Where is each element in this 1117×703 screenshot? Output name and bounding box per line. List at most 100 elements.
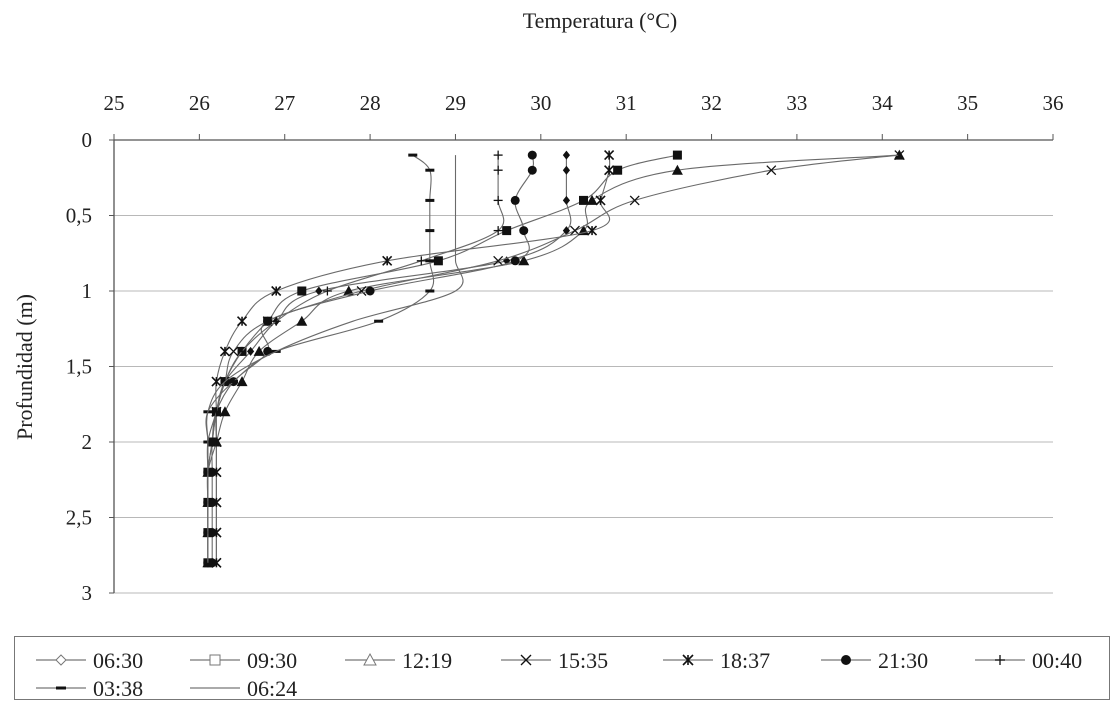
triangle-marker — [578, 225, 589, 236]
star-marker — [604, 150, 615, 161]
plus-marker — [322, 286, 332, 296]
triangle-marker — [296, 315, 308, 326]
triangle-marker — [236, 376, 248, 387]
triangle-marker — [671, 164, 683, 175]
dash-marker — [374, 319, 384, 323]
circle-marker — [841, 655, 851, 665]
dash-marker — [56, 686, 66, 690]
series-line — [205, 154, 435, 563]
x-marker-stroke — [766, 165, 777, 176]
x-marker-stroke — [894, 150, 905, 161]
x-tick-label: 34 — [872, 91, 894, 115]
x-marker — [493, 255, 504, 266]
square-marker — [579, 195, 588, 205]
legend-entry: 18:37 — [663, 648, 770, 673]
circle-marker — [263, 316, 273, 326]
dash-marker — [229, 380, 239, 384]
legend: 06:30 09:30 12:19 15:35 18:37 21:30 00:40 03:38… — [36, 648, 1082, 701]
x-tick-label: 35 — [957, 91, 978, 115]
diamond-marker — [562, 195, 571, 205]
legend-label: 15:35 — [558, 648, 608, 673]
y-tick-label: 3 — [82, 581, 93, 605]
series-line — [206, 154, 900, 563]
series-1219 — [202, 149, 905, 568]
legend-entry: 15:35 — [501, 648, 608, 673]
series-line — [215, 154, 900, 563]
plus-marker — [493, 165, 503, 175]
square-marker — [297, 286, 307, 296]
circle-marker — [527, 165, 537, 175]
triangle-marker — [253, 345, 265, 356]
plus-marker — [211, 407, 221, 417]
y-tick-label: 0,5 — [66, 204, 92, 228]
series-2130 — [207, 150, 537, 568]
x-marker-stroke — [570, 225, 580, 236]
square-marker — [613, 165, 623, 175]
legend-label: 21:30 — [878, 648, 928, 673]
x-tick-label: 36 — [1043, 91, 1064, 115]
plus-marker — [493, 226, 503, 236]
legend-entry: 00:40 — [975, 648, 1082, 673]
diamond-marker — [246, 346, 255, 356]
x-marker-stroke — [629, 195, 640, 206]
plus-marker — [416, 256, 426, 266]
x-tick-label: 33 — [786, 91, 807, 115]
plus-marker — [271, 316, 281, 326]
legend-label: 06:24 — [247, 676, 297, 701]
star-marker — [236, 316, 248, 327]
x-tick-label: 28 — [360, 91, 381, 115]
legend-entry: 06:24 — [190, 676, 297, 701]
x-marker-stroke — [520, 654, 532, 666]
triangle-marker — [343, 285, 355, 296]
diamond-marker — [562, 150, 571, 160]
series-0930 — [203, 150, 682, 568]
y-axis-title: Profundidad (m) — [12, 294, 37, 440]
series-1535 — [211, 150, 905, 568]
legend-frame — [14, 636, 1110, 700]
x-marker — [894, 150, 905, 161]
x-marker — [228, 346, 239, 357]
triangle-marker — [518, 255, 530, 266]
x-tick-label: 25 — [104, 91, 125, 115]
series-group — [202, 149, 905, 568]
plus-marker — [995, 655, 1005, 665]
star-marker — [219, 346, 231, 357]
plus-marker — [237, 346, 247, 356]
legend-diamond-icon — [55, 654, 67, 666]
legend-entry: 21:30 — [821, 648, 928, 673]
diamond-marker — [562, 165, 571, 175]
legend-entry: 03:38 — [36, 676, 143, 701]
circle-marker — [510, 195, 520, 205]
dash-marker — [425, 259, 435, 263]
y-tick-label: 1 — [82, 279, 93, 303]
series-line — [207, 155, 572, 563]
star-marker — [682, 654, 694, 666]
circle-marker — [519, 226, 529, 236]
dash-marker — [425, 289, 435, 293]
x-tick-label: 30 — [530, 91, 551, 115]
x-tick-label: 29 — [445, 91, 466, 115]
series-line — [206, 155, 505, 563]
star-marker — [211, 376, 222, 387]
triangle-marker — [219, 406, 231, 417]
dash-marker — [425, 198, 435, 202]
series-0624 — [206, 155, 464, 563]
series-line — [207, 154, 678, 563]
legend-square-icon — [209, 654, 221, 666]
axes: 0 0,5 1 1,5 2 2,5 3 25 26 27 28 29 30 31 32 33 34 35 36 — [66, 91, 1064, 605]
legend-label: 18:37 — [720, 648, 770, 673]
legend-label: 09:30 — [247, 648, 297, 673]
dash-marker — [425, 168, 435, 172]
square-marker — [433, 256, 443, 266]
x-tick-label: 31 — [616, 91, 637, 115]
series-line — [206, 155, 464, 563]
plus-marker — [493, 195, 503, 205]
x-tick-label: 26 — [189, 91, 210, 115]
y-tick-label: 1,5 — [66, 355, 92, 379]
circle-marker — [510, 256, 520, 266]
square-marker — [502, 226, 512, 236]
x-marker-stroke — [228, 346, 239, 357]
series-line — [215, 155, 611, 563]
series-0040 — [203, 150, 505, 568]
